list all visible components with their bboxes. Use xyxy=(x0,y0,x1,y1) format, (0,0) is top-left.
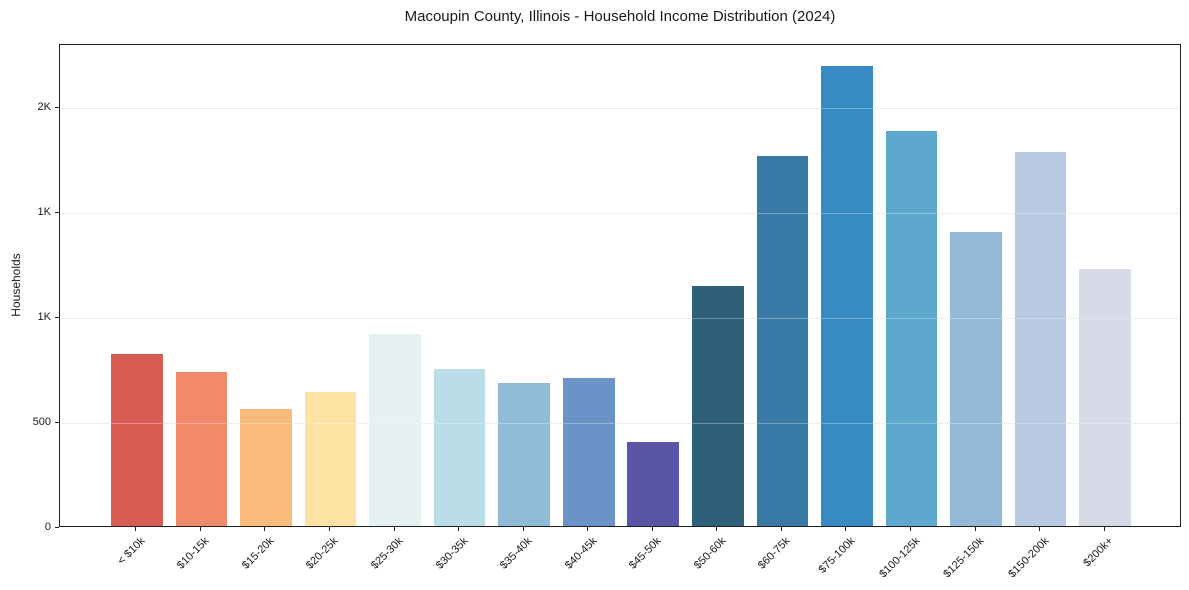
x-tick-mark xyxy=(974,527,976,531)
y-tick-mark xyxy=(55,526,59,528)
x-tick-label: $35-40k xyxy=(498,535,535,572)
x-tick-mark xyxy=(264,527,266,531)
bar xyxy=(885,131,938,526)
gridline xyxy=(60,212,1180,214)
x-tick-mark xyxy=(135,527,137,531)
x-tick-mark xyxy=(393,527,395,531)
bar xyxy=(175,371,228,526)
y-tick-mark xyxy=(55,421,59,423)
x-tick-mark xyxy=(910,527,911,531)
bar xyxy=(1079,268,1131,526)
x-tick-mark xyxy=(1103,527,1105,531)
chart-title: Macoupin County, Illinois - Household In… xyxy=(404,8,836,25)
x-tick-label: $40-45k xyxy=(562,535,600,572)
bar xyxy=(304,391,357,526)
bar xyxy=(627,442,680,526)
x-tick-label: $75-100k xyxy=(816,535,858,576)
y-axis-label: Households xyxy=(9,253,23,317)
bar xyxy=(369,333,421,526)
gridline-overlay xyxy=(60,422,1180,424)
bar xyxy=(1014,152,1067,526)
x-tick-label: $15-20k xyxy=(239,535,277,572)
gridline xyxy=(60,422,1180,424)
y-tick-mark xyxy=(55,211,59,213)
y-tick-mark xyxy=(55,316,59,318)
y-tick-label: 2K xyxy=(37,101,51,113)
bar xyxy=(756,156,809,526)
x-tick-label: $45-50k xyxy=(627,535,664,572)
x-tick-mark xyxy=(458,527,460,531)
gridline-overlay xyxy=(60,317,1180,319)
x-tick-mark xyxy=(651,527,653,531)
y-tick-label: 500 xyxy=(32,416,51,428)
bar xyxy=(240,409,292,526)
bar xyxy=(692,285,744,526)
x-tick-mark xyxy=(199,527,201,531)
plot-area xyxy=(59,44,1181,527)
y-tick-mark xyxy=(55,106,59,108)
x-tick-mark xyxy=(522,527,524,531)
x-tick-label: $60-75k xyxy=(756,535,793,572)
y-tick-label: 0 xyxy=(44,521,51,533)
bar xyxy=(433,368,486,526)
bar xyxy=(950,232,1002,526)
x-tick-label: $50-60k xyxy=(691,535,729,572)
gridline xyxy=(60,107,1180,109)
bar xyxy=(821,66,873,526)
gridline xyxy=(60,317,1180,319)
x-tick-mark xyxy=(780,527,782,531)
bar xyxy=(562,377,615,526)
x-tick-mark xyxy=(328,527,330,531)
x-tick-label: $100-125k xyxy=(876,535,922,581)
y-tick-label: 1K xyxy=(37,311,51,323)
x-tick-label: $30-35k xyxy=(433,535,471,572)
x-tick-label: $125-150k xyxy=(941,535,987,581)
x-tick-label: $200k+ xyxy=(1081,535,1116,570)
x-tick-label: < $10k xyxy=(115,535,148,568)
x-tick-label: $25-30k xyxy=(368,535,406,572)
x-tick-mark xyxy=(845,527,847,531)
x-tick-mark xyxy=(587,527,589,531)
gridline-overlay xyxy=(60,107,1180,109)
x-tick-label: $10-15k xyxy=(175,535,212,572)
bar xyxy=(498,383,550,526)
x-tick-label: $20-25k xyxy=(304,535,341,572)
x-tick-mark xyxy=(1039,527,1041,531)
x-tick-mark xyxy=(716,527,718,531)
gridline-overlay xyxy=(60,212,1180,214)
x-tick-label: $150-200k xyxy=(1005,535,1052,581)
bar xyxy=(111,353,163,526)
y-tick-label: 1K xyxy=(37,206,51,218)
